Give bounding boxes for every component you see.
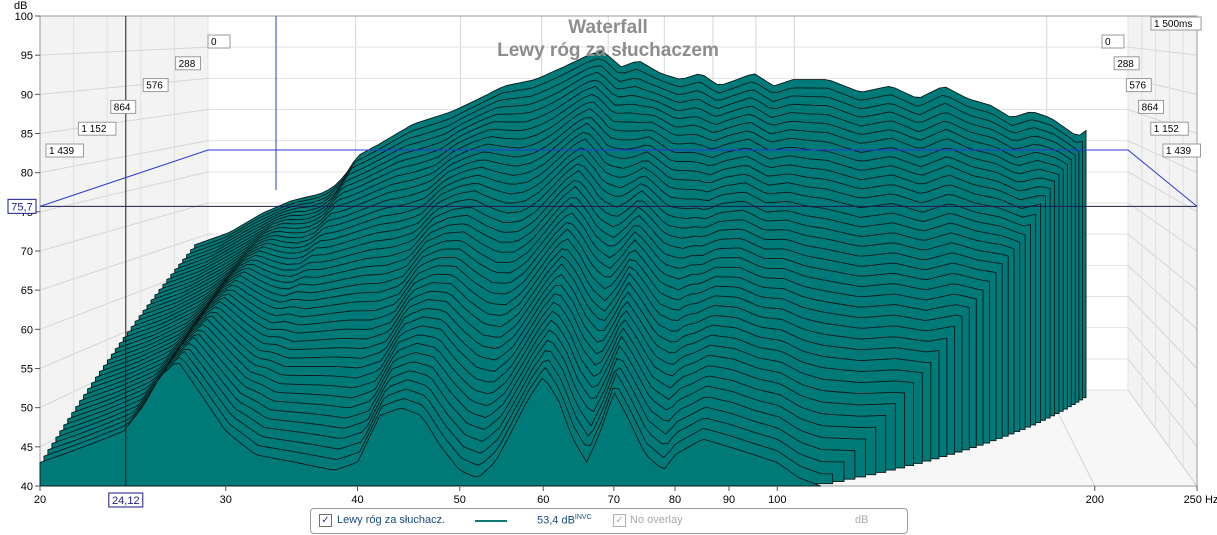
wall-gridline-y bbox=[39, 233, 209, 291]
y-tick-label: 70 bbox=[21, 246, 33, 258]
x-tick-label: 80 bbox=[669, 494, 681, 506]
y-tick-label: 40 bbox=[21, 481, 33, 493]
x-tick-label: 100 bbox=[768, 494, 786, 506]
chart-title: Waterfall bbox=[568, 17, 648, 38]
wall-gridline-y bbox=[39, 171, 209, 213]
time-label-left: 864 bbox=[114, 102, 131, 113]
y-tick-label: 80 bbox=[21, 168, 33, 180]
series-value-suffix: INVC bbox=[574, 514, 592, 521]
time-label-right-box bbox=[1150, 121, 1189, 136]
cursor-y-box bbox=[7, 198, 37, 214]
x-tick-label: 40 bbox=[351, 494, 363, 506]
time-label-right-box bbox=[1138, 99, 1164, 114]
time-label-left-box bbox=[110, 99, 137, 114]
wall-gridline-y bbox=[1127, 171, 1198, 213]
series-value-number: 53,4 dB bbox=[537, 514, 575, 527]
time-label-left: 288 bbox=[179, 59, 196, 70]
cursor-x-label: 24,12 bbox=[112, 495, 140, 507]
time-label-left: 1 152 bbox=[81, 124, 106, 135]
wall-gridline-y bbox=[1127, 233, 1198, 291]
time-label-right: 864 bbox=[1142, 102, 1159, 113]
cursor-x-box bbox=[108, 492, 144, 508]
time-label-left-box bbox=[142, 78, 169, 93]
wall-gridline-y bbox=[39, 46, 209, 56]
wall-gridline-y bbox=[1127, 296, 1198, 369]
y-tick-label: 55 bbox=[21, 364, 33, 376]
x-tick-label: 30 bbox=[220, 494, 232, 506]
series-label[interactable]: Lewy róg za słuchacz. bbox=[337, 514, 446, 526]
overlay-unit: dB bbox=[855, 514, 869, 526]
time-label-right-box bbox=[1101, 34, 1125, 49]
depth-guide-line bbox=[39, 149, 1198, 207]
x-tick-label: 60 bbox=[537, 494, 549, 506]
series-line-swatch bbox=[475, 520, 507, 522]
cursor-y-label: 75,7 bbox=[11, 201, 32, 213]
x-tick-label: 90 bbox=[723, 494, 735, 506]
time-label-left-box bbox=[207, 34, 231, 49]
time-label-left: 576 bbox=[146, 81, 163, 92]
x-tick-label: 200 bbox=[1086, 494, 1104, 506]
time-label-end: 1 500ms bbox=[1154, 19, 1192, 30]
x-tick-label: 70 bbox=[608, 494, 620, 506]
wall-gridline-y bbox=[1127, 202, 1198, 252]
wall-gridline-y bbox=[39, 140, 209, 174]
wall-gridline-y bbox=[39, 202, 209, 252]
time-label-right: 1 152 bbox=[1154, 124, 1179, 135]
time-label-right: 1 439 bbox=[1166, 146, 1191, 157]
y-axis-label: dB bbox=[14, 0, 27, 12]
time-label-right-box bbox=[1125, 78, 1152, 93]
chart-subtitle: Lewy róg za słuchaczem bbox=[497, 40, 719, 61]
x-tick-label: 50 bbox=[454, 494, 466, 506]
y-tick-label: 85 bbox=[21, 129, 33, 141]
wall-gridline-y bbox=[1127, 389, 1198, 487]
wall-gridline-y bbox=[39, 77, 209, 95]
time-label-left: 1 439 bbox=[49, 146, 74, 157]
time-label-right-box bbox=[1162, 143, 1201, 158]
y-tick-label: 100 bbox=[15, 11, 33, 23]
wall-gridline-y bbox=[1127, 327, 1198, 408]
y-tick-label: 50 bbox=[21, 403, 33, 415]
waterfall-slice bbox=[39, 363, 822, 487]
overlay-label[interactable]: No overlay bbox=[630, 514, 683, 526]
x-tick-label: 20 bbox=[34, 494, 46, 506]
cursor-layer bbox=[39, 16, 1198, 486]
y-tick-label: 90 bbox=[21, 89, 33, 101]
y-tick-label: 65 bbox=[21, 285, 33, 297]
time-label-right-box bbox=[1113, 56, 1140, 71]
tick-labels: 4045505560657075808590951002030405060708… bbox=[7, 11, 1217, 508]
legend-bar: ✓ Lewy róg za słuchacz. 53,4 dBINVC ✓ No… bbox=[310, 508, 908, 534]
overlay-checkbox[interactable]: ✓ bbox=[613, 514, 626, 527]
time-label-right: 288 bbox=[1117, 59, 1134, 70]
time-label-right: 576 bbox=[1129, 81, 1146, 92]
time-label-left-box bbox=[77, 121, 117, 136]
time-label-left-box bbox=[45, 143, 84, 158]
wall-gridline-y bbox=[1127, 46, 1198, 56]
wall-gridline-y bbox=[39, 109, 209, 134]
y-tick-label: 95 bbox=[21, 50, 33, 62]
wall-gridline-y bbox=[1127, 264, 1198, 330]
time-label-left-box bbox=[175, 56, 202, 71]
series-value: 53,4 dBINVC bbox=[537, 514, 592, 527]
y-tick-label: 45 bbox=[21, 442, 33, 454]
x-tick-label: 250 Hz bbox=[1184, 494, 1217, 506]
time-label-end-box bbox=[1150, 16, 1202, 31]
time-label-right: 0 bbox=[1105, 37, 1111, 48]
time-axis-labels: 0 288 576 864 1 152 1 439 0 288 576 864 1 152 1 439… bbox=[45, 16, 1202, 158]
wall-gridline-y bbox=[1127, 358, 1198, 448]
time-label-left: 0 bbox=[211, 37, 217, 48]
series-checkbox[interactable]: ✓ bbox=[319, 514, 332, 527]
y-tick-label: 60 bbox=[21, 324, 33, 336]
